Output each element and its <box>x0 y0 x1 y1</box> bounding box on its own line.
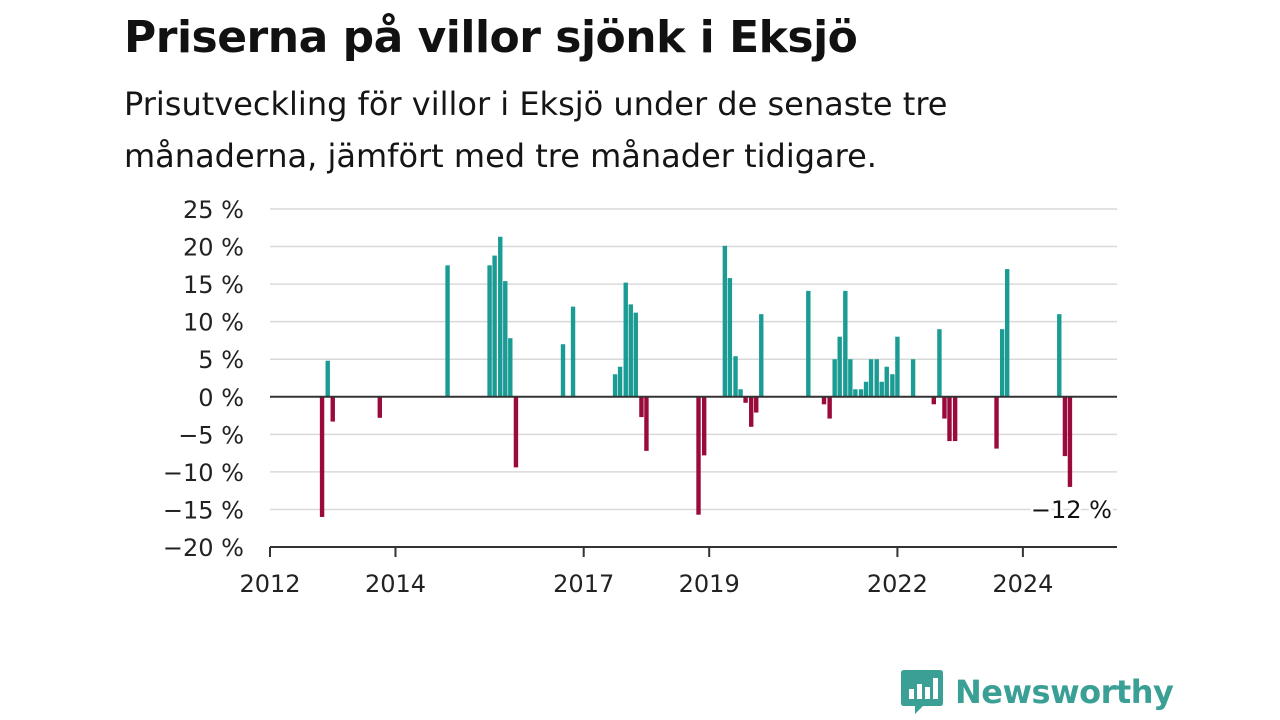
bar <box>952 396 958 442</box>
bar <box>843 290 848 397</box>
bar <box>754 396 759 413</box>
x-tick-label: 2022 <box>867 570 928 598</box>
bar <box>837 336 842 397</box>
grid-lines <box>270 208 1117 511</box>
y-tick-label: −20 % <box>163 534 244 562</box>
bar <box>628 304 633 397</box>
bar <box>623 282 628 397</box>
bar <box>863 381 869 397</box>
chart-subtitle: Prisutveckling för villor i Eksjö under … <box>124 85 948 175</box>
x-tick-label: 2019 <box>679 570 740 598</box>
bar <box>743 396 748 403</box>
bar <box>821 396 827 405</box>
y-axis-labels: 25 % 20 % 15 % 10 % 5 % 0 % −5 % −10 % −15 % −20 … <box>163 196 244 562</box>
bar <box>722 245 728 397</box>
bar <box>325 360 330 397</box>
bar <box>1057 314 1062 397</box>
bar <box>874 359 879 397</box>
bar <box>1005 269 1010 397</box>
y-tick-label: 5 % <box>198 346 244 374</box>
y-tick-label: 10 % <box>183 309 244 337</box>
y-tick-label: 15 % <box>183 271 244 299</box>
bar <box>513 396 519 468</box>
brand-name: Newsworthy <box>955 673 1174 711</box>
bar <box>942 396 947 419</box>
value-annotation: −12 % <box>1031 496 1112 524</box>
bar <box>633 312 638 397</box>
bar <box>503 281 508 397</box>
bar <box>827 396 832 419</box>
x-tick-label: 2014 <box>365 570 426 598</box>
bar <box>738 389 743 397</box>
bar <box>879 381 884 397</box>
y-tick-label: −5 % <box>178 421 244 449</box>
bar <box>733 356 738 397</box>
bar <box>832 359 837 397</box>
bar <box>931 396 936 405</box>
bars <box>319 236 1073 517</box>
bar <box>759 314 764 397</box>
bar <box>644 396 649 451</box>
bar <box>749 396 754 427</box>
bar <box>994 396 999 449</box>
bar <box>1062 396 1068 457</box>
brand-footer: Newsworthy <box>901 670 1174 714</box>
x-tick-label: 2017 <box>553 570 614 598</box>
bar <box>853 389 858 397</box>
y-tick-label: −10 % <box>163 459 244 487</box>
bar <box>806 290 811 397</box>
bar <box>1067 396 1073 487</box>
newsworthy-logo-icon <box>901 670 943 714</box>
y-tick-label: 0 % <box>198 384 244 412</box>
x-axis: 2012 2014 2017 2019 2022 2024 <box>239 395 1117 598</box>
bar <box>895 336 900 397</box>
bar <box>848 359 853 397</box>
bar <box>937 329 942 397</box>
bar <box>492 255 497 397</box>
bar <box>858 389 864 397</box>
annotations: −12 % <box>1028 493 1115 527</box>
x-tick-label: 2024 <box>992 570 1053 598</box>
bar <box>947 396 952 442</box>
bar <box>999 329 1005 397</box>
bar <box>560 344 566 397</box>
y-tick-label: −15 % <box>163 496 244 524</box>
chart-title: Priserna på villor sjönk i Eksjö <box>124 12 858 63</box>
y-tick-label: 25 % <box>183 196 244 224</box>
bar <box>612 374 618 397</box>
bar <box>868 359 874 397</box>
bar <box>319 396 325 517</box>
bar <box>696 396 701 515</box>
bar <box>639 396 644 418</box>
bar <box>890 374 895 397</box>
bar <box>570 306 576 397</box>
bar <box>701 396 707 456</box>
bar <box>445 265 450 397</box>
bar <box>330 396 335 422</box>
bar <box>487 265 492 397</box>
bar <box>884 366 889 397</box>
bar <box>508 338 513 397</box>
bar <box>910 359 916 397</box>
y-tick-label: 20 % <box>183 234 244 262</box>
x-tick-label: 2012 <box>239 570 300 598</box>
bar <box>377 396 382 418</box>
bar <box>498 236 503 397</box>
bar <box>727 278 733 397</box>
bar <box>617 366 623 397</box>
